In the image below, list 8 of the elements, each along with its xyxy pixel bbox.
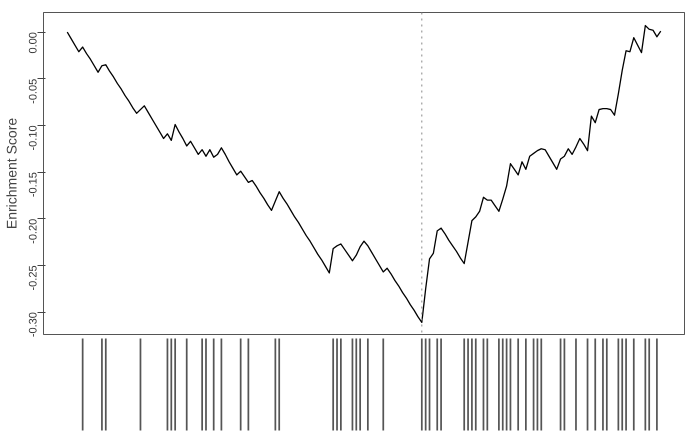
y-tick-label: -0.15 [28,172,40,198]
y-axis-title: Enrichment Score [4,118,20,230]
y-tick-label: -0.25 [28,265,40,291]
y-tick-label: -0.10 [28,125,40,151]
y-tick-label: -0.30 [28,312,40,338]
y-tick-label: -0.20 [28,218,40,244]
y-tick-label: 0.00 [28,32,40,54]
y-tick-label: -0.05 [28,78,40,104]
